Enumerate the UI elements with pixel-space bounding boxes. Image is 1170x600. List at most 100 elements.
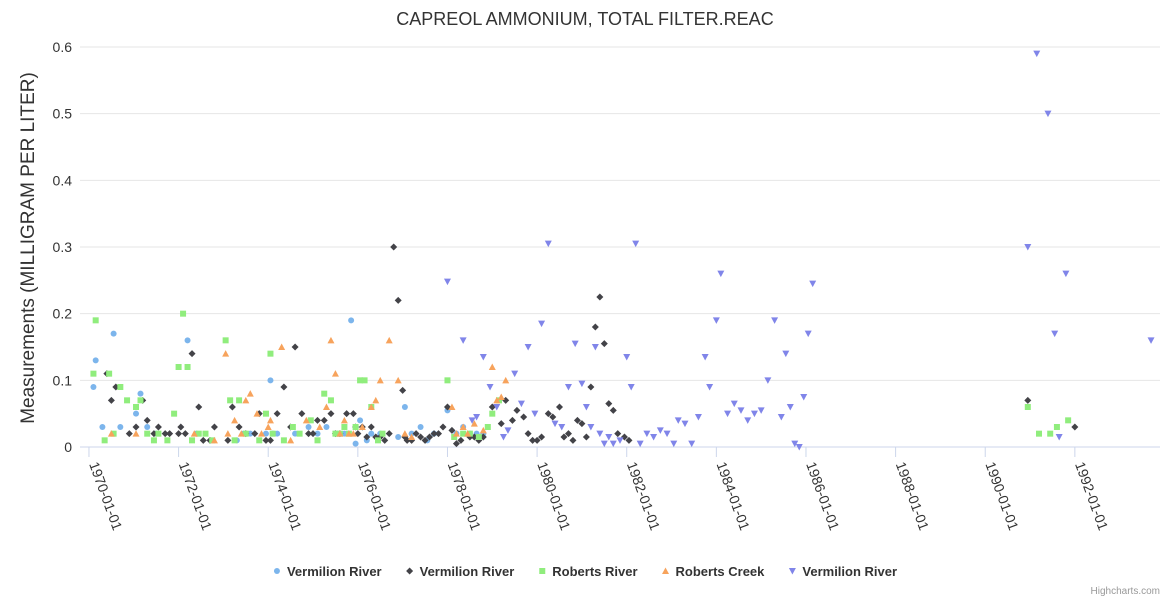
data-point[interactable] — [643, 430, 651, 438]
data-point[interactable] — [448, 403, 456, 411]
data-point[interactable] — [133, 404, 140, 410]
data-point[interactable] — [717, 270, 725, 278]
legend-symbol[interactable] — [406, 567, 414, 575]
data-point[interactable] — [663, 430, 671, 438]
data-point[interactable] — [262, 410, 269, 417]
data-point[interactable] — [452, 430, 460, 437]
data-point[interactable] — [394, 296, 402, 304]
data-point[interactable] — [681, 420, 689, 428]
data-point[interactable] — [517, 400, 525, 408]
data-point[interactable] — [314, 430, 321, 437]
legend-symbol[interactable] — [788, 568, 796, 575]
data-point[interactable] — [600, 440, 608, 448]
data-point[interactable] — [309, 430, 317, 438]
data-point[interactable] — [210, 423, 218, 431]
data-point[interactable] — [533, 436, 541, 444]
data-point[interactable] — [190, 430, 198, 437]
data-point[interactable] — [327, 410, 335, 418]
data-point[interactable] — [1053, 424, 1060, 430]
data-point[interactable] — [750, 410, 758, 418]
data-point[interactable] — [99, 424, 106, 430]
data-point[interactable] — [564, 384, 572, 391]
data-point[interactable] — [296, 430, 303, 437]
data-point[interactable] — [358, 423, 366, 431]
data-point[interactable] — [426, 433, 434, 441]
data-point[interactable] — [578, 380, 586, 388]
data-point[interactable] — [504, 427, 512, 434]
data-point[interactable] — [322, 403, 330, 411]
legend-item[interactable]: Vermilion River — [788, 564, 897, 579]
data-point[interactable] — [551, 420, 559, 428]
data-point[interactable] — [764, 377, 772, 384]
data-point[interactable] — [107, 396, 115, 404]
data-point[interactable] — [150, 437, 157, 444]
data-point[interactable] — [332, 430, 339, 437]
data-point[interactable] — [569, 436, 577, 444]
data-point[interactable] — [694, 414, 702, 421]
data-point[interactable] — [242, 396, 250, 404]
data-point[interactable] — [231, 416, 239, 424]
data-point[interactable] — [242, 430, 249, 437]
data-point[interactable] — [460, 430, 467, 437]
data-point[interactable] — [809, 280, 817, 288]
data-point[interactable] — [235, 423, 243, 431]
data-point[interactable] — [1055, 434, 1063, 441]
data-point[interactable] — [280, 383, 288, 391]
data-point[interactable] — [237, 430, 245, 437]
data-point[interactable] — [486, 384, 494, 391]
data-point[interactable] — [582, 433, 590, 441]
data-point[interactable] — [184, 337, 191, 344]
data-point[interactable] — [321, 390, 328, 397]
data-point[interactable] — [457, 436, 465, 444]
data-point[interactable] — [544, 410, 552, 418]
data-point[interactable] — [137, 390, 144, 397]
legend-item[interactable]: Vermilion River — [273, 564, 382, 579]
data-point[interactable] — [164, 437, 171, 444]
data-point[interactable] — [92, 357, 99, 364]
data-point[interactable] — [706, 384, 714, 391]
data-point[interactable] — [327, 336, 335, 344]
data-point[interactable] — [166, 430, 174, 438]
data-point[interactable] — [479, 354, 487, 361]
data-point[interactable] — [688, 440, 696, 448]
data-point[interactable] — [632, 240, 640, 248]
data-point[interactable] — [327, 397, 334, 404]
data-point[interactable] — [538, 320, 546, 328]
data-point[interactable] — [363, 433, 371, 441]
data-point[interactable] — [1036, 430, 1043, 437]
data-point[interactable] — [267, 350, 274, 357]
data-point[interactable] — [184, 364, 191, 370]
data-point[interactable] — [560, 433, 568, 441]
data-point[interactable] — [1047, 430, 1054, 437]
data-point[interactable] — [399, 386, 407, 394]
data-point[interactable] — [90, 370, 97, 377]
data-point[interactable] — [336, 430, 344, 437]
data-point[interactable] — [417, 433, 425, 441]
data-point[interactable] — [257, 430, 265, 437]
data-point[interactable] — [348, 317, 355, 324]
data-point[interactable] — [314, 437, 321, 444]
data-point[interactable] — [591, 323, 599, 331]
data-point[interactable] — [452, 440, 460, 448]
data-point[interactable] — [246, 390, 254, 397]
data-point[interactable] — [188, 350, 196, 358]
data-point[interactable] — [484, 424, 491, 430]
data-point[interactable] — [367, 423, 375, 431]
data-point[interactable] — [600, 340, 608, 348]
data-point[interactable] — [154, 423, 162, 431]
data-point[interactable] — [616, 437, 624, 444]
data-point[interactable] — [181, 430, 189, 438]
data-point[interactable] — [305, 430, 313, 438]
data-point[interactable] — [101, 437, 108, 444]
data-point[interactable] — [210, 436, 218, 444]
data-point[interactable] — [564, 430, 572, 438]
data-point[interactable] — [144, 424, 151, 430]
data-point[interactable] — [175, 430, 183, 438]
data-point[interactable] — [435, 430, 443, 438]
data-point[interactable] — [349, 410, 357, 418]
data-point[interactable] — [273, 410, 281, 418]
data-point[interactable] — [459, 337, 467, 344]
data-point[interactable] — [466, 430, 473, 437]
data-point[interactable] — [571, 340, 579, 348]
data-point[interactable] — [298, 410, 306, 418]
